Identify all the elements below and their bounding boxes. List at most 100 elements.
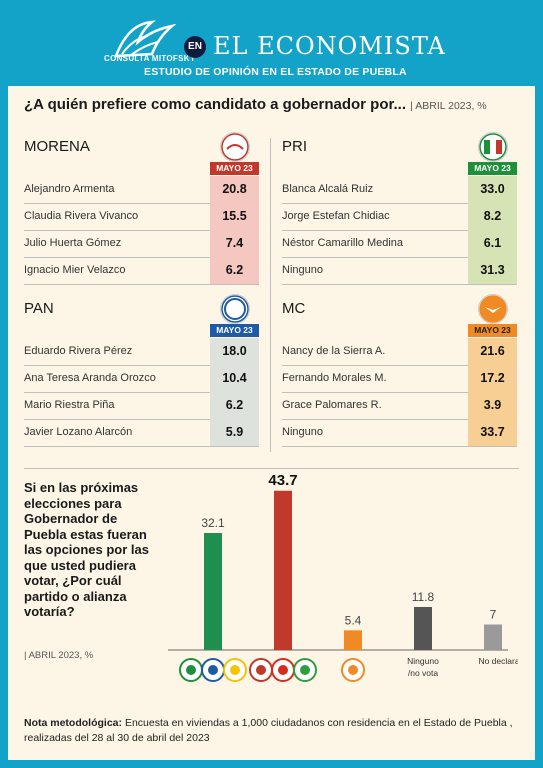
note-text: Encuesta en viviendas a 1,000 ciudadanos… [24, 717, 513, 744]
party-name: MC [282, 300, 306, 317]
candidate-row: Jorge Estefan Chidiac 8.2 [282, 203, 517, 231]
candidate-value: 18.0 [210, 338, 259, 365]
candidate-row: Grace Palomares R. 3.9 [282, 392, 517, 420]
party-logo-morena-icon [220, 132, 250, 162]
candidate-value: 31.3 [468, 257, 517, 284]
candidate-value: 6.1 [468, 230, 517, 257]
candidate-value: 33.7 [468, 419, 517, 446]
candidate-name: Fernando Morales M. [282, 372, 387, 384]
candidate-row: Ana Teresa Aranda Orozco 10.4 [24, 365, 259, 393]
chart-date: | ABRIL 2023, % [24, 650, 94, 661]
party-block-mc: MC MAYO 23 Nancy de la Sierra A. 21.6 Fernan… [282, 294, 522, 450]
bar-value-label: 5.4 [345, 613, 362, 627]
coalition-party-logo-dot [186, 665, 196, 675]
party-block-pan: PAN MAYO 23 Eduardo Rivera Pérez 18.0 Ana Te… [24, 294, 264, 450]
candidate-name: Grace Palomares R. [282, 399, 382, 411]
methodology-note: Nota metodológica: Encuesta en viviendas… [24, 716, 519, 746]
candidate-row: Eduardo Rivera Pérez 18.0 [24, 338, 259, 366]
candidate-row: Ninguno 31.3 [282, 257, 517, 285]
candidate-name: Eduardo Rivera Pérez [24, 345, 133, 357]
candidate-name: Ignacio Mier Velazco [24, 264, 126, 276]
candidate-name: Blanca Alcalá Ruiz [282, 183, 374, 195]
candidate-value: 21.6 [468, 338, 517, 365]
candidate-row: Javier Lozano Alarcón 5.9 [24, 419, 259, 447]
candidate-row: Ninguno 33.7 [282, 419, 517, 447]
candidate-value: 10.4 [210, 365, 259, 392]
party-logo-mc-icon [478, 294, 508, 324]
candidate-row: Claudia Rivera Vivanco 15.5 [24, 203, 259, 231]
bar-1 [274, 490, 292, 650]
bar-4 [484, 624, 502, 650]
month-tag: MAYO 23 [210, 324, 259, 337]
note-label: Nota metodológica: [24, 717, 123, 729]
title-date: | ABRIL 2023, % [410, 100, 487, 112]
candidate-name: Claudia Rivera Vivanco [24, 210, 139, 222]
candidate-value: 6.2 [210, 257, 259, 284]
bar-0 [204, 533, 222, 650]
coalition-party-logo-dot [230, 665, 240, 675]
content-panel: ¿A quién prefiere como candidato a gober… [8, 86, 535, 760]
candidate-value: 5.9 [210, 419, 259, 446]
vote-intention-chart: 32.1 43.7 5.4 11.8 Ninguno/no vota 7 No declar… [168, 474, 518, 682]
party-block-morena: MORENA MAYO 23 Alejandro Armenta 20.8 Claudi… [24, 132, 264, 288]
coalition-party-logo-dot [300, 665, 310, 675]
candidate-row: Nancy de la Sierra A. 21.6 [282, 338, 517, 366]
section-divider [24, 468, 519, 469]
candidate-name: Alejandro Armenta [24, 183, 115, 195]
party-name: PAN [24, 300, 54, 317]
candidate-row: Blanca Alcalá Ruiz 33.0 [282, 176, 517, 204]
title-question: ¿A quién prefiere como candidato a gober… [24, 96, 406, 113]
candidate-name: Jorge Estefan Chidiac [282, 210, 390, 222]
coalition-party-logo-dot [208, 665, 218, 675]
party-logo-pan-icon [220, 294, 250, 324]
party-logo-pri-icon [478, 132, 508, 162]
candidate-value: 7.4 [210, 230, 259, 257]
candidate-name: Ninguno [282, 426, 323, 438]
month-tag: MAYO 23 [468, 324, 517, 337]
coalition-party-logo-dot [348, 665, 358, 675]
bar-3 [414, 606, 432, 650]
bar-value-label: 43.7 [268, 474, 297, 489]
party-name: MORENA [24, 138, 90, 155]
candidate-name: Ninguno [282, 264, 323, 276]
candidate-row: Alejandro Armenta 20.8 [24, 176, 259, 204]
brand-title: EL ECONOMISTA [213, 32, 446, 60]
mitofsky-logo-icon [114, 20, 177, 58]
infographic: CONSULTA MITOFSKY EN EL ECONOMISTA ESTUD… [8, 8, 535, 760]
column-divider [270, 138, 271, 452]
category-label: /no vota [408, 668, 439, 678]
candidate-name: Julio Huerta Gómez [24, 237, 122, 249]
candidate-row: Fernando Morales M. 17.2 [282, 365, 517, 393]
candidate-row: Ignacio Mier Velazco 6.2 [24, 257, 259, 285]
month-tag: MAYO 23 [210, 162, 259, 175]
party-name: PRI [282, 138, 308, 155]
bar-value-label: 11.8 [412, 590, 435, 604]
party-block-pri: PRI MAYO 23 Blanca Alcalá Ruiz 33.0 Jorge Es… [282, 132, 522, 288]
logo-text: CONSULTA MITOFSKY [104, 54, 196, 63]
coalition-party-logo-dot [278, 665, 288, 675]
candidate-name: Néstor Camarillo Medina [282, 237, 404, 249]
candidate-name: Nancy de la Sierra A. [282, 345, 386, 357]
chart-question: Si en las próximas elecciones para Gober… [24, 480, 149, 619]
candidate-name: Ana Teresa Aranda Orozco [24, 372, 156, 384]
candidate-value: 8.2 [468, 203, 517, 230]
month-tag: MAYO 23 [468, 162, 517, 175]
candidate-value: 15.5 [210, 203, 259, 230]
category-label: No declara [478, 656, 518, 666]
candidate-value: 6.2 [210, 392, 259, 419]
candidate-row: Mario Riestra Piña 6.2 [24, 392, 259, 420]
bar-value-label: 32.1 [201, 516, 225, 530]
category-label: Ninguno [407, 656, 439, 666]
candidate-name: Mario Riestra Piña [24, 399, 115, 411]
page-title: ¿A quién prefiere como candidato a gober… [24, 96, 487, 113]
bar-2 [344, 630, 362, 650]
header: CONSULTA MITOFSKY EN EL ECONOMISTA ESTUD… [8, 8, 535, 86]
candidate-value: 3.9 [468, 392, 517, 419]
candidate-value: 17.2 [468, 365, 517, 392]
candidate-row: Néstor Camarillo Medina 6.1 [282, 230, 517, 258]
coalition-party-logo-dot [256, 665, 266, 675]
en-badge: EN [184, 36, 206, 58]
candidate-value: 20.8 [210, 176, 259, 203]
bar-value-label: 7 [490, 607, 497, 621]
header-subtitle: ESTUDIO DE OPINIÓN EN EL ESTADO DE PUEBL… [144, 66, 407, 78]
